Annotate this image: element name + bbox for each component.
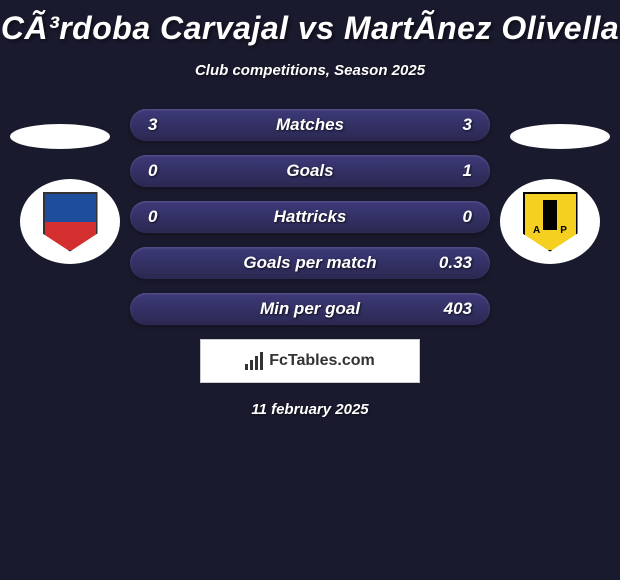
stat-row-matches: 3 Matches 3 (130, 109, 490, 141)
stat-right-value: 1 (463, 161, 472, 181)
shield-icon: AP (523, 192, 578, 252)
right-club-badge: AP (500, 179, 600, 264)
stat-label: Matches (276, 115, 344, 135)
badge-circle: AP (500, 179, 600, 264)
page-title: CÃ³rdoba Carvajal vs MartÃ­nez Olivella (0, 0, 620, 47)
stat-left-value: 0 (148, 161, 157, 181)
stat-label: Goals per match (243, 253, 376, 273)
left-player-ellipse (10, 124, 110, 149)
stat-label: Goals (286, 161, 333, 181)
stat-row-min-per-goal: Min per goal 403 (130, 293, 490, 325)
stat-row-goals-per-match: Goals per match 0.33 (130, 247, 490, 279)
right-player-ellipse (510, 124, 610, 149)
chart-icon (245, 352, 263, 370)
stat-right-value: 0 (463, 207, 472, 227)
stats-container: 3 Matches 3 0 Goals 1 0 Hattricks 0 Goal… (130, 109, 490, 325)
shield-letters: AP (533, 225, 567, 236)
footer-brand-box: FcTables.com (200, 339, 420, 383)
stat-label: Hattricks (274, 207, 347, 227)
stat-right-value: 403 (444, 299, 472, 319)
stat-label: Min per goal (260, 299, 360, 319)
stat-left-value: 3 (148, 115, 157, 135)
shield-icon (43, 192, 98, 252)
page-subtitle: Club competitions, Season 2025 (0, 62, 620, 79)
left-club-badge (20, 179, 120, 264)
comparison-date: 11 february 2025 (0, 401, 620, 418)
stat-row-hattricks: 0 Hattricks 0 (130, 201, 490, 233)
badge-circle (20, 179, 120, 264)
stat-right-value: 0.33 (439, 253, 472, 273)
stat-left-value: 0 (148, 207, 157, 227)
footer-brand-text: FcTables.com (269, 352, 375, 370)
stat-right-value: 3 (463, 115, 472, 135)
stat-row-goals: 0 Goals 1 (130, 155, 490, 187)
content-area: AP 3 Matches 3 0 Goals 1 0 Hattricks 0 G… (0, 109, 620, 418)
